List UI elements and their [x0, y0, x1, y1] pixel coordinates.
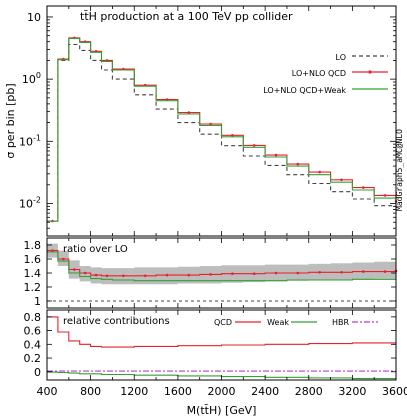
contrib-legend-label-1: Weak	[267, 318, 289, 327]
data-point-main-10	[209, 122, 212, 126]
y-tick-label-exp: -2	[33, 195, 41, 204]
data-point-main-12	[252, 144, 256, 147]
data-point-main-14	[296, 162, 300, 166]
x-axis-label: M(tt̄H) [GeV]	[187, 404, 257, 417]
y-tick-label-contrib-2: 0.4	[24, 338, 42, 351]
y-tick-label-exp: 0	[36, 71, 41, 80]
series-layer	[47, 36, 398, 380]
main-plot-frame	[46, 5, 397, 237]
data-point-ratio-14	[296, 271, 300, 275]
data-point-main-9	[187, 111, 191, 114]
data-point-ratio-8	[165, 273, 169, 277]
y-tick-label-base: 10	[19, 197, 33, 210]
y-tick-label-ratio-1: 1.2	[24, 281, 42, 294]
x-tick-label-3: 1600	[164, 385, 192, 398]
y-tick-label-contrib-4: 0.8	[24, 311, 42, 324]
ratio-panel-title: ratio over LO	[63, 244, 128, 255]
y-axis-label: σ per bin [pb]	[4, 83, 17, 158]
data-point-main-17	[362, 186, 365, 189]
data-point-ratio-15	[318, 271, 322, 274]
y-tick-label-base: 10	[22, 73, 36, 86]
y-tick-label-main-0: 10	[27, 11, 41, 24]
data-point-main-18	[383, 194, 387, 197]
series-line-contrib-0	[47, 316, 397, 348]
series-line-main-2	[47, 37, 397, 222]
x-tick-label-5: 2400	[251, 385, 279, 398]
data-point-ratio-17	[362, 270, 365, 273]
contrib-legend-label-0: QCD	[214, 318, 232, 327]
tick-layer	[46, 6, 397, 380]
data-point-ratio-4	[94, 273, 98, 277]
data-point-ratio-3	[83, 271, 87, 275]
band-layer	[47, 243, 396, 285]
y-tick-label-ratio-2: 1.4	[24, 267, 42, 280]
x-tick-label-0: 400	[37, 385, 58, 398]
x-tick-label-1: 800	[80, 385, 101, 398]
data-point-ratio-13	[274, 271, 278, 275]
x-tick-label-4: 2000	[208, 385, 236, 398]
y-tick-label-main-1: 100	[22, 71, 41, 86]
y-tick-label-ratio-0: 1	[34, 295, 41, 308]
data-point-main-16	[340, 178, 343, 182]
scale-uncertainty-band	[47, 243, 396, 285]
data-point-ratio-0	[51, 249, 54, 252]
y-tick-label-base: 10	[19, 135, 33, 148]
data-point-ratio-18	[383, 270, 387, 273]
y-tick-label-exp: -1	[33, 133, 41, 142]
series-line-ratio-1	[47, 251, 396, 282]
y-tick-label-contrib-1: 0.2	[24, 352, 42, 365]
y-tick-label-main-2: 10-1	[19, 133, 41, 148]
data-point-ratio-11	[231, 272, 234, 276]
contrib-legend-label-2: HBR	[332, 318, 350, 327]
y-tick-label-contrib-0: 0	[34, 366, 41, 379]
data-point-ratio-5	[105, 274, 109, 278]
data-point-ratio-12	[252, 272, 256, 276]
x-tick-label-7: 3200	[338, 385, 366, 398]
data-point-main-11	[231, 134, 234, 137]
y-tick-label-base: 10	[27, 11, 41, 24]
data-point-main-15	[318, 170, 322, 174]
y-tick-label-ratio-4: 1.8	[24, 239, 42, 252]
y-tick-label-contrib-3: 0.6	[24, 325, 42, 338]
x-tick-label-6: 2800	[295, 385, 323, 398]
legend-label-1: LO+NLO QCD	[292, 69, 346, 78]
x-tick-label-2: 1200	[120, 385, 148, 398]
legend-label-0: LO	[336, 53, 346, 62]
chart-title: tt̄H production at a 100 TeV pp collider	[80, 10, 293, 23]
x-tick-label-8: 3600	[382, 385, 407, 398]
data-point-ratio-9	[187, 273, 191, 277]
side-label: MadGraph5_aMC@NLO	[395, 129, 404, 211]
data-point-ratio-1	[62, 257, 65, 261]
data-point-ratio-16	[340, 271, 343, 274]
data-point-main-13	[274, 153, 278, 157]
y-tick-label-main-3: 10-2	[19, 195, 41, 210]
contrib-panel-title: relative contributions	[63, 316, 170, 327]
y-tick-label-ratio-3: 1.6	[24, 253, 42, 266]
legend-label-2: LO+NLO QCD+Weak	[263, 86, 346, 95]
data-point-ratio-2	[73, 268, 76, 271]
data-point-ratio-6	[122, 274, 125, 278]
data-point-ratio-10	[209, 273, 212, 276]
legend-marker-1	[368, 70, 372, 74]
data-point-ratio-7	[143, 274, 147, 278]
